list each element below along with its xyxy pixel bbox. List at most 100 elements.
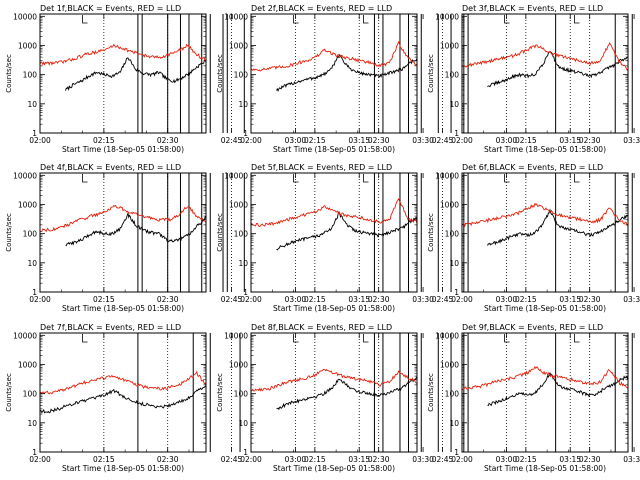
y-tick-label: 10000 [13, 331, 37, 340]
x-axis-label: Start Time (18-Sep-05 01:58:00) [484, 145, 606, 154]
y-tick-label: 10 [27, 419, 37, 428]
y-tick-label: 1000 [440, 360, 459, 369]
x-tick-label: 02:30 [368, 455, 390, 464]
attenuator-mark [363, 334, 369, 343]
x-tick-label: 02:45 [221, 295, 243, 304]
x-tick-label: 02:00 [29, 136, 51, 145]
y-tick-label: 1000 [18, 200, 37, 209]
y-axis-label: Counts/sec [427, 54, 435, 93]
attenuator-mark [504, 174, 510, 183]
attenuator-mark [293, 174, 299, 183]
x-tick-label: 02:15 [304, 455, 326, 464]
x-tick-label: 02:30 [157, 136, 179, 145]
y-tick-label: 10000 [13, 171, 37, 180]
plot-frame [250, 172, 418, 293]
x-tick-label: 03:00 [496, 295, 518, 304]
y-tick-label: 1000 [18, 41, 37, 50]
y-axis-label: Counts/sec [216, 54, 224, 93]
x-tick-label: 02:30 [579, 455, 601, 464]
x-axis-label: Start Time (18-Sep-05 01:58:00) [273, 304, 395, 313]
series-lld [250, 40, 417, 72]
panel-3: 1 10 100 1000 10000 02:00 02:15 02:30 02:45 03:00… [427, 4, 633, 154]
y-tick-label: 10 [449, 100, 459, 109]
y-tick-label: 1 [32, 448, 37, 457]
x-tick-label: 02:00 [240, 455, 262, 464]
x-tick-label: 03:15 [348, 295, 370, 304]
attenuator-mark [82, 15, 88, 24]
y-axis-label: Counts/sec [5, 373, 13, 412]
y-tick-label: 10000 [224, 171, 248, 180]
y-tick-label: 10 [238, 259, 248, 268]
x-tick-label: 03:15 [559, 295, 581, 304]
panel-6: 1 10 100 1000 10000 02:00 02:15 02:30 02:45 03:00… [427, 163, 633, 313]
attenuator-mark [293, 334, 299, 343]
x-tick-label: 02:00 [451, 295, 473, 304]
x-tick-label: 02:15 [93, 455, 115, 464]
plot-frame [250, 332, 418, 453]
y-tick-label: 1 [243, 448, 248, 457]
y-tick-label: 1000 [18, 360, 37, 369]
y-tick-label: 100 [234, 390, 249, 399]
x-axis-label: Start Time (18-Sep-05 01:58:00) [273, 145, 395, 154]
x-tick-label: 02:15 [515, 295, 537, 304]
x-axis-label: Start Time (18-Sep-05 01:58:00) [484, 304, 606, 313]
series-lld [250, 197, 418, 227]
chart-title: Det 2f,BLACK = Events, RED = LLD [251, 4, 392, 13]
plot-frame [461, 13, 629, 134]
series-lld [461, 365, 629, 391]
x-tick-label: 03:30 [412, 455, 434, 464]
y-axis-label: Counts/sec [216, 213, 224, 252]
plot-frame [39, 172, 207, 293]
x-tick-label: 03:30 [623, 136, 640, 145]
y-tick-label: 10000 [224, 12, 248, 21]
y-tick-label: 100 [23, 390, 38, 399]
attenuator-mark [504, 334, 510, 343]
y-tick-label: 10 [449, 419, 459, 428]
series-events [487, 208, 629, 246]
y-tick-label: 100 [23, 230, 38, 239]
attenuator-mark [574, 334, 580, 343]
plot-frame [39, 332, 207, 453]
series-lld [250, 368, 418, 392]
x-tick-label: 03:30 [412, 136, 434, 145]
attenuator-mark [363, 174, 369, 183]
panel-8: 1 10 100 1000 10000 02:00 02:15 02:30 02:45 03:00… [216, 323, 640, 473]
panel-7: 1 10 100 1000 10000 02:00 02:15 02:30 02:45 03:00… [5, 323, 434, 473]
x-axis-label: Start Time (18-Sep-05 01:58:00) [484, 464, 606, 473]
y-tick-label: 10 [27, 100, 37, 109]
y-tick-label: 1 [243, 288, 248, 297]
series-lld [461, 202, 629, 228]
x-tick-label: 02:15 [304, 295, 326, 304]
y-tick-label: 10000 [435, 12, 459, 21]
y-tick-label: 1 [454, 288, 459, 297]
x-tick-label: 02:15 [93, 295, 115, 304]
chart-title: Det 6f,BLACK = Events, RED = LLD [462, 163, 603, 172]
chart-title: Det 4f,BLACK = Events, RED = LLD [40, 163, 181, 172]
x-tick-label: 02:30 [157, 295, 179, 304]
y-axis-label: Counts/sec [216, 373, 224, 412]
chart-title: Det 5f,BLACK = Events, RED = LLD [251, 163, 392, 172]
panel-1: 1 10 100 1000 10000 02:00 02:15 02:30 02:45 03:00… [5, 4, 434, 154]
x-tick-label: 02:45 [432, 455, 454, 464]
chart-title: Det 8f,BLACK = Events, RED = LLD [251, 323, 392, 332]
y-tick-label: 1000 [440, 200, 459, 209]
y-tick-label: 100 [234, 71, 249, 80]
x-tick-label: 03:00 [496, 455, 518, 464]
x-tick-label: 03:15 [348, 136, 370, 145]
y-tick-label: 10 [238, 100, 248, 109]
attenuator-mark [293, 15, 299, 24]
chart-title: Det 9f,BLACK = Events, RED = LLD [462, 323, 603, 332]
x-tick-label: 03:00 [285, 455, 307, 464]
y-tick-label: 1 [32, 288, 37, 297]
series-events [276, 211, 418, 251]
x-tick-label: 03:15 [559, 136, 581, 145]
x-tick-label: 02:00 [240, 136, 262, 145]
y-tick-label: 10000 [13, 12, 37, 21]
x-tick-label: 02:30 [157, 455, 179, 464]
x-tick-label: 03:00 [496, 136, 518, 145]
x-tick-label: 02:45 [221, 455, 243, 464]
x-axis-label: Start Time (18-Sep-05 01:58:00) [62, 304, 184, 313]
attenuator-mark [363, 15, 369, 24]
attenuator-mark [574, 15, 580, 24]
series-events [276, 54, 418, 92]
